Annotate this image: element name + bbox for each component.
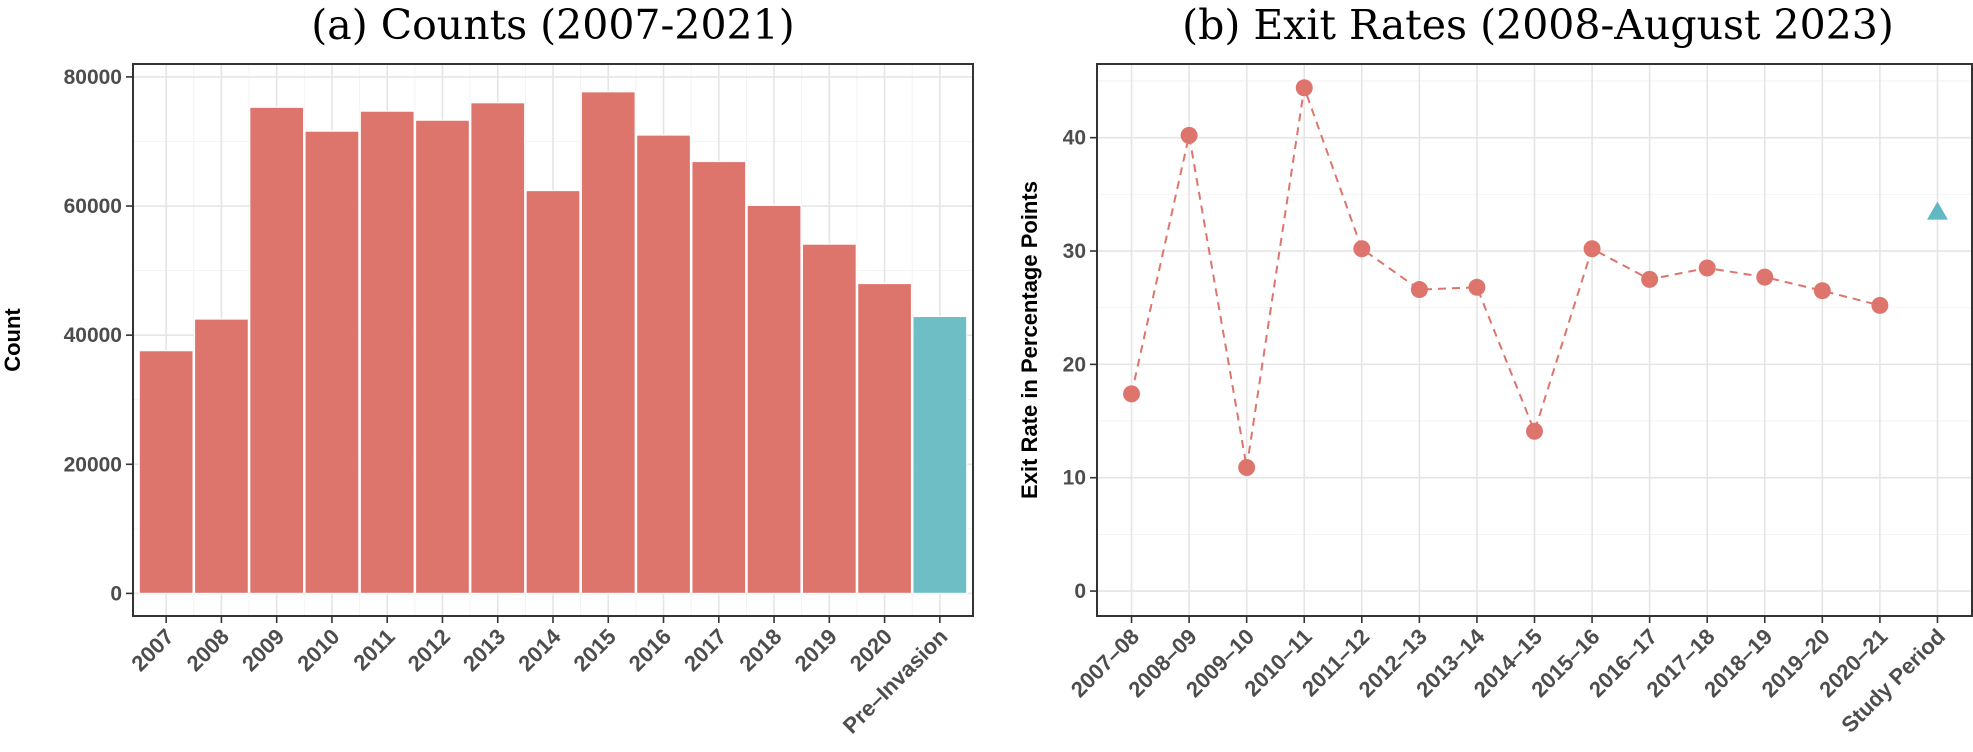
counts-x-tick-label: 2014	[513, 623, 566, 676]
exit-rates-point-2016-17	[1641, 270, 1659, 288]
counts-bar-2010	[304, 130, 360, 595]
exit-rates-point-2015-16	[1583, 240, 1601, 258]
exit-rates-point-2019-20	[1813, 282, 1831, 300]
exit-rates-point-2014-15	[1526, 422, 1543, 440]
counts-bar-2019	[801, 243, 857, 595]
counts-bar-2012	[414, 119, 471, 595]
exit-rates-point-2009-10	[1238, 459, 1256, 477]
counts-x-tick-label: 2015	[569, 624, 621, 676]
exit-rates-point-2020-21	[1871, 296, 1889, 314]
counts-bar-2017	[691, 160, 747, 595]
counts-y-tick-label: 60000	[64, 195, 122, 218]
counts-title: (a) Counts (2007-2021)	[311, 1, 794, 49]
exit-rates-x-axis: 2007–082008–092009–102010–112011–122012–…	[1066, 616, 1950, 737]
exit-rates-line	[1130, 87, 1881, 468]
counts-bar-2014	[525, 189, 581, 595]
counts-y-axis: 0 20000 40000 60000 80000	[64, 66, 133, 605]
counts-bar-2016	[635, 134, 692, 595]
exit-rates-y-tick-label: 30	[1063, 240, 1086, 263]
exit-rates-point-2017-18	[1698, 259, 1716, 277]
counts-x-tick-label: 2012	[403, 624, 455, 676]
exit-rates-point-2011-12	[1353, 240, 1371, 258]
counts-x-tick-label: 2008	[182, 624, 234, 676]
counts-x-tick-label: 2010	[292, 624, 344, 676]
exit-rates-point-2013-14	[1468, 278, 1486, 296]
exit-rates-point-2008-09	[1180, 126, 1198, 144]
counts-x-tick-label: 2016	[624, 624, 676, 676]
counts-bar-pre-invasion	[912, 315, 968, 595]
exit-rates-y-axis-label: Exit Rate in Percentage Points	[1017, 181, 1042, 499]
exit-rates-y-tick-label: 20	[1063, 353, 1086, 376]
counts-x-tick-label: 2013	[458, 624, 510, 676]
counts-bar-2009	[249, 106, 305, 595]
exit-rates-point-2007-08	[1123, 385, 1141, 403]
counts-bar-2007	[138, 350, 194, 595]
counts-y-tick-label: 0	[110, 582, 122, 605]
counts-bar-2015	[580, 91, 636, 595]
exit-rates-y-tick-label: 0	[1074, 580, 1086, 603]
exit-rates-y-tick-label: 10	[1063, 467, 1086, 490]
exit-rates-title: (b) Exit Rates (2008-August 2023)	[1182, 1, 1894, 49]
counts-bar-2020	[857, 282, 913, 595]
counts-y-tick-label: 20000	[64, 453, 122, 476]
counts-y-axis-label: Count	[0, 308, 25, 372]
exit-rates-point-2012-13	[1410, 281, 1428, 299]
counts-bar-2018	[746, 204, 802, 595]
exit-rates-point-2010-11	[1295, 79, 1313, 97]
exit-rates-series	[1123, 79, 1948, 477]
counts-x-tick-label: 2007	[126, 624, 178, 676]
exit-rates-point-2018-19	[1756, 268, 1774, 286]
exit-rates-y-axis: 0 10 20 30 40	[1063, 127, 1097, 603]
counts-x-tick-label: 2011	[348, 624, 399, 675]
counts-bars	[138, 91, 968, 595]
counts-x-tick-label: 2017	[679, 624, 731, 676]
exit-rates-y-tick-label: 40	[1063, 127, 1086, 150]
counts-bar-2008	[193, 318, 249, 595]
exit-rates-panel: (b) Exit Rates (2008-August 2023) Exit R…	[1017, 1, 1973, 737]
counts-bar-2011	[359, 110, 415, 595]
exit-rates-point-study-period	[1927, 201, 1948, 220]
counts-y-tick-label: 80000	[64, 66, 122, 89]
counts-x-tick-label: 2009	[237, 624, 289, 676]
counts-x-tick-label: 2018	[734, 624, 786, 676]
counts-bar-2013	[470, 102, 526, 595]
counts-y-tick-label: 40000	[64, 324, 122, 347]
exit-rates-gridlines	[1097, 64, 1972, 616]
exit-rates-x-tick-label: Study Period	[1836, 624, 1950, 738]
counts-panel: (a) Counts (2007-2021) Count 0 20000 40000…	[0, 1, 974, 738]
counts-x-axis: 2007 2008 2009 2010 2011 2012 2013 2014 2015 2016…	[126, 616, 952, 738]
counts-x-tick-label: 2019	[790, 624, 842, 676]
